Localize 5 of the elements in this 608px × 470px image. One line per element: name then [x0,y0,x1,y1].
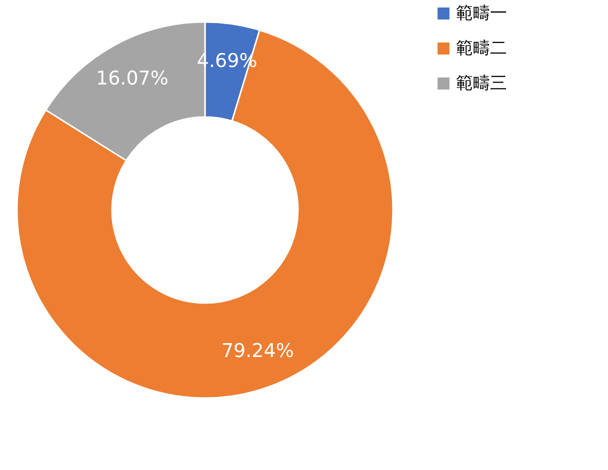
data-label: 16.07% [96,67,168,90]
data-label: 79.24% [221,340,294,362]
legend-label: 範疇一 [456,4,507,24]
legend-label: 範疇三 [456,74,507,94]
legend-label: 範疇二 [456,38,507,58]
